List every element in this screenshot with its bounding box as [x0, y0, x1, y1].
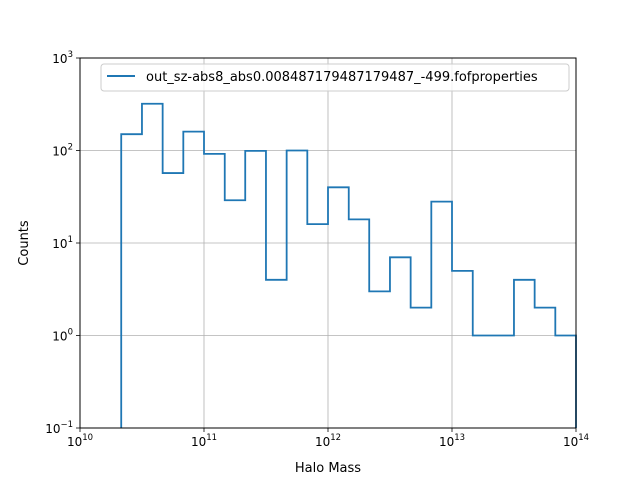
x-tick-label: 1014 [563, 433, 589, 449]
tick-labels: 1010 1011 1012 1013 1014 10−1 100 101 102 103 [45, 50, 589, 449]
x-tick-label: 1010 [67, 433, 93, 449]
x-axis-label: Halo Mass [295, 461, 361, 476]
histogram-step-line [120, 102, 577, 428]
y-tick-label: 103 [52, 50, 73, 66]
legend-label: out_sz-abs8_abs0.008487179487179487_-499… [146, 70, 538, 85]
y-tick-label: 101 [52, 235, 73, 251]
y-axis-label: Counts [17, 220, 32, 266]
axis-ticks [76, 57, 577, 432]
x-tick-label: 1012 [315, 433, 341, 449]
x-tick-label: 1011 [191, 433, 217, 449]
y-tick-label: 102 [52, 143, 73, 159]
legend: out_sz-abs8_abs0.008487179487179487_-499… [100, 63, 570, 92]
y-tick-label: 10−1 [45, 420, 73, 436]
legend-box [100, 63, 570, 92]
x-tick-label: 1013 [439, 433, 465, 449]
y-tick-label: 100 [52, 328, 73, 344]
histogram-series [120, 102, 577, 428]
